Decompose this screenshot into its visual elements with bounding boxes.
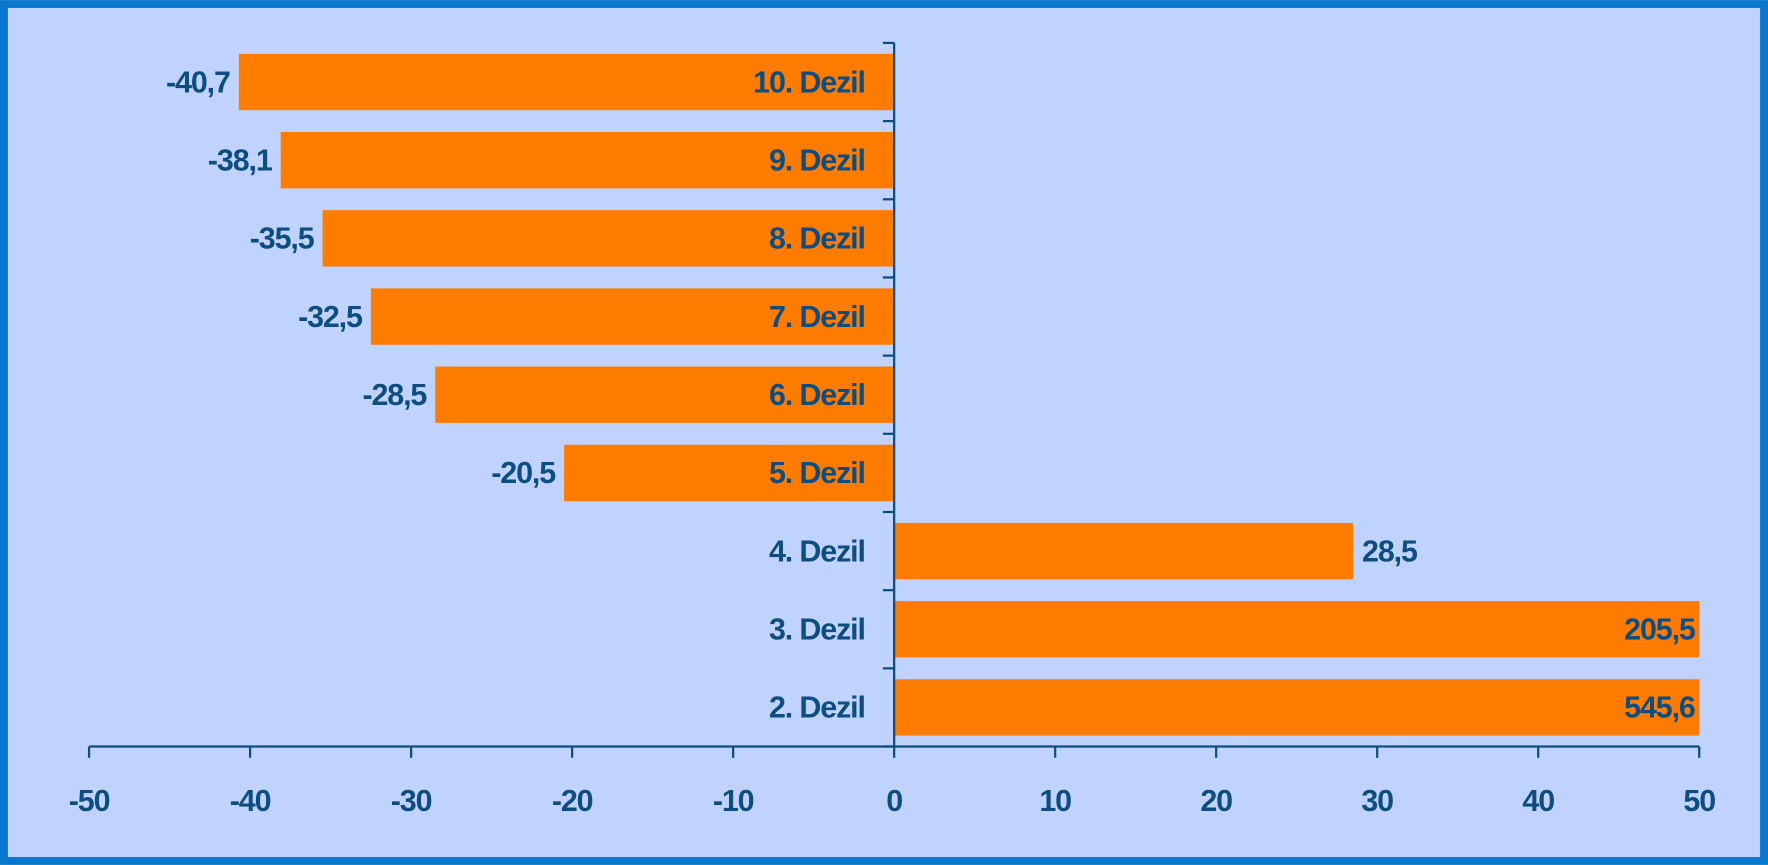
value-label: -38,1 bbox=[208, 143, 273, 177]
category-label: 9. Dezil bbox=[769, 143, 865, 177]
x-tick-label: 20 bbox=[1200, 784, 1232, 818]
x-tick-label: 10 bbox=[1039, 784, 1071, 818]
category-label: 3. Dezil bbox=[769, 613, 865, 647]
category-label: 10. Dezil bbox=[753, 65, 865, 99]
bar bbox=[280, 132, 895, 189]
value-label: -28,5 bbox=[362, 378, 427, 412]
bar bbox=[894, 522, 1354, 580]
bar bbox=[238, 53, 895, 111]
x-tick-label: -10 bbox=[713, 784, 754, 818]
category-label: 8. Dezil bbox=[769, 222, 865, 256]
value-label: 28,5 bbox=[1362, 534, 1418, 568]
bar bbox=[435, 366, 895, 423]
bar bbox=[564, 444, 895, 502]
bar bbox=[322, 210, 895, 267]
category-label: 6. Dezil bbox=[769, 378, 865, 412]
x-tick-label: 50 bbox=[1683, 784, 1715, 818]
x-tick-label: 0 bbox=[886, 784, 902, 818]
value-label: -32,5 bbox=[298, 300, 363, 334]
category-label: 2. Dezil bbox=[769, 691, 865, 725]
x-tick-label: -30 bbox=[391, 784, 432, 818]
value-label: -20,5 bbox=[491, 456, 556, 490]
x-tick-label: -20 bbox=[552, 784, 593, 818]
x-tick-label: 30 bbox=[1361, 784, 1393, 818]
category-label: 4. Dezil bbox=[769, 534, 865, 568]
value-label: 545,6 bbox=[1624, 691, 1695, 725]
bar bbox=[370, 288, 895, 345]
category-label: 5. Dezil bbox=[769, 456, 865, 490]
x-tick-label: 40 bbox=[1522, 784, 1554, 818]
x-tick-label: -40 bbox=[230, 784, 271, 818]
value-label: -40,7 bbox=[166, 65, 230, 99]
bar bbox=[894, 679, 1700, 736]
x-tick-label: -50 bbox=[69, 784, 110, 818]
bar bbox=[894, 601, 1700, 658]
value-label: 205,5 bbox=[1624, 613, 1696, 647]
value-label: -35,5 bbox=[250, 222, 315, 256]
category-label: 7. Dezil bbox=[769, 300, 865, 334]
plot-area bbox=[238, 53, 1700, 736]
